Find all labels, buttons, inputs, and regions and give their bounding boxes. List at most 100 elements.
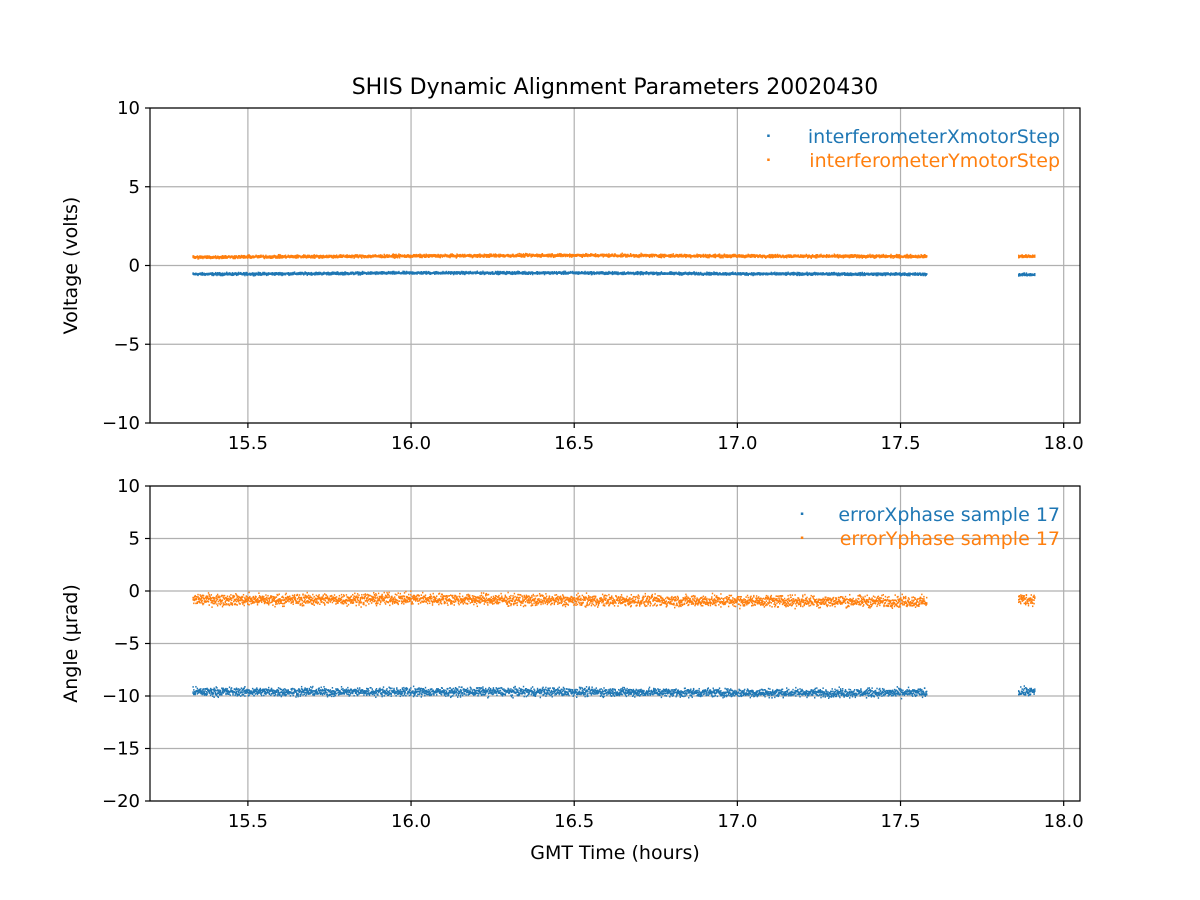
- data-point: [296, 273, 299, 275]
- data-point: [642, 273, 644, 276]
- data-point: [541, 252, 544, 255]
- data-point: [346, 254, 348, 256]
- data-point: [530, 256, 532, 258]
- data-point: [388, 254, 390, 256]
- data-point: [275, 257, 278, 259]
- data-point: [489, 254, 491, 257]
- data-point: [531, 253, 533, 256]
- data-point: [373, 271, 376, 274]
- data-point: [229, 272, 231, 275]
- data-point: [384, 255, 387, 258]
- data-point: [224, 255, 227, 257]
- data-point: [387, 254, 390, 257]
- data-point: [594, 253, 597, 255]
- data-point: [324, 272, 327, 275]
- data-point: [335, 256, 338, 258]
- data-point: [632, 271, 635, 274]
- data-point: [1025, 274, 1028, 276]
- data-point: [398, 272, 401, 275]
- data-point: [356, 256, 358, 258]
- data-point: [524, 270, 526, 273]
- data-point: [561, 255, 563, 258]
- data-point: [335, 271, 338, 274]
- data-point: [269, 255, 271, 257]
- data-point: [262, 271, 264, 274]
- data-point: [441, 272, 444, 275]
- data-point: [416, 255, 418, 257]
- data-point: [272, 256, 274, 259]
- data-point: [518, 270, 521, 273]
- data-point: [860, 274, 863, 276]
- data-point: [412, 272, 415, 275]
- data-point: [510, 272, 513, 275]
- data-point: [380, 256, 383, 258]
- data-point: [321, 255, 323, 257]
- data-point: [283, 273, 285, 276]
- data-point: [255, 255, 257, 258]
- data-point: [464, 253, 466, 256]
- data-point: [391, 254, 394, 256]
- data-point: [303, 254, 305, 256]
- data-point: [510, 272, 512, 275]
- data-point: [262, 273, 264, 275]
- data-point: [437, 255, 439, 258]
- data-point: [207, 255, 209, 258]
- data-point: [226, 255, 228, 258]
- data-point: [300, 256, 303, 258]
- data-point: [380, 254, 382, 256]
- data-point: [461, 254, 464, 257]
- data-point: [390, 272, 392, 275]
- data-point: [290, 256, 292, 258]
- data-point: [356, 272, 359, 275]
- data-point: [405, 256, 408, 258]
- data-point: [495, 256, 497, 258]
- data-point: [231, 274, 234, 277]
- data-point: [377, 272, 380, 274]
- data-point: [362, 271, 364, 273]
- data-point: [336, 273, 339, 276]
- data-point: [386, 253, 388, 256]
- data-point: [765, 273, 767, 276]
- data-point: [433, 255, 436, 257]
- data-point: [475, 254, 478, 256]
- data-point: [317, 273, 320, 276]
- data-point: [1026, 274, 1028, 277]
- data-point: [235, 272, 237, 275]
- data-point: [244, 274, 246, 277]
- data-point: [524, 255, 526, 258]
- data-point: [345, 272, 348, 275]
- data-point: [352, 254, 355, 257]
- data-point: [875, 274, 878, 277]
- data-point: [591, 273, 593, 276]
- data-point: [1021, 274, 1023, 277]
- data-point: [697, 273, 699, 276]
- data-point: [510, 254, 512, 257]
- data-point: [370, 255, 373, 257]
- data-point: [503, 254, 506, 257]
- data-point: [293, 256, 295, 258]
- data-point: [321, 256, 323, 258]
- data-point: [311, 274, 313, 276]
- data-point: [286, 272, 289, 275]
- data-point: [392, 253, 395, 255]
- data-point: [422, 271, 425, 274]
- data-point: [456, 273, 458, 275]
- data-point: [382, 255, 385, 258]
- data-point: [360, 273, 362, 276]
- data-point: [343, 273, 346, 276]
- data-point: [520, 253, 523, 256]
- data-point: [346, 272, 348, 274]
- data-point: [342, 272, 344, 275]
- data-point: [545, 271, 547, 273]
- data-point: [409, 256, 411, 258]
- data-point: [571, 270, 574, 273]
- data-point: [317, 255, 320, 258]
- data-point: [430, 253, 432, 256]
- data-point: [251, 272, 254, 274]
- data-point: [300, 255, 302, 258]
- data-point: [527, 273, 530, 275]
- data-point: [321, 255, 324, 257]
- data-point: [433, 254, 436, 256]
- data-point: [237, 257, 239, 260]
- data-point: [409, 254, 411, 257]
